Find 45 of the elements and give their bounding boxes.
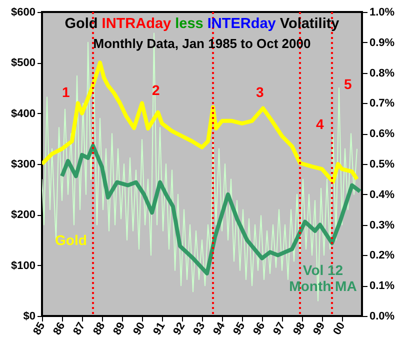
y2-tick-label: 0.2% xyxy=(370,250,395,262)
y2-tick-label: 0.8% xyxy=(370,67,395,80)
x-tick-label: 86 xyxy=(51,320,68,338)
y-tick-label: $300 xyxy=(11,158,36,170)
series-label: Vol 12 Month MA xyxy=(288,262,358,294)
annotation: 5 xyxy=(344,76,352,92)
x-tick-label: 96 xyxy=(251,320,268,338)
x-tick-label: 92 xyxy=(171,320,188,338)
annotation: 3 xyxy=(256,84,264,100)
x-tick-label: 91 xyxy=(151,320,168,338)
x-tick-label: 87 xyxy=(71,320,88,338)
x-tick-label: 93 xyxy=(191,320,208,338)
y-tick-label: $600 xyxy=(11,6,36,18)
x-tick-label: 94 xyxy=(211,320,228,338)
x-tick-label: 98 xyxy=(291,320,308,338)
x-tick-label: 00 xyxy=(331,320,348,338)
y-tick-label: $400 xyxy=(11,108,36,120)
annotation: 4 xyxy=(316,116,324,132)
y-tick-label: $200 xyxy=(11,209,36,222)
y2-tick-label: 0.3% xyxy=(370,219,395,232)
annotation: 1 xyxy=(62,84,70,100)
text: Gold xyxy=(54,232,88,248)
y2-tick-label: 0.6% xyxy=(370,128,395,140)
x-tick-label: 85 xyxy=(31,320,48,338)
x-tick-label: 90 xyxy=(131,320,148,338)
x-tick-label: 89 xyxy=(111,320,128,338)
x-tick-label: 99 xyxy=(311,320,328,338)
y2-tick-label: 0.1% xyxy=(370,280,395,292)
text: Monthly Data, Jan 1985 to Oct 2000 xyxy=(92,36,312,51)
y-tick-label: $500 xyxy=(11,57,36,70)
y2-tick-label: 0.4% xyxy=(370,188,395,201)
chart-title: Gold INTRAday less INTERday Volatility xyxy=(64,16,340,32)
x-tick-label: 95 xyxy=(231,320,248,338)
line-series xyxy=(42,60,359,184)
y2-tick-label: 1.0% xyxy=(370,6,395,18)
x-tick-label: 97 xyxy=(271,320,288,338)
x-tick-label: 88 xyxy=(91,320,108,338)
y2-tick-label: 0.5% xyxy=(370,158,395,170)
y2-tick-label: 0.9% xyxy=(370,36,395,49)
annotation: 2 xyxy=(152,82,160,98)
y-tick-label: $0 xyxy=(23,310,36,322)
y-tick-label: $100 xyxy=(11,260,36,272)
line-series xyxy=(42,32,358,302)
y2-tick-label: 0.7% xyxy=(370,98,395,110)
y2-tick-label: 0.0% xyxy=(370,310,395,322)
